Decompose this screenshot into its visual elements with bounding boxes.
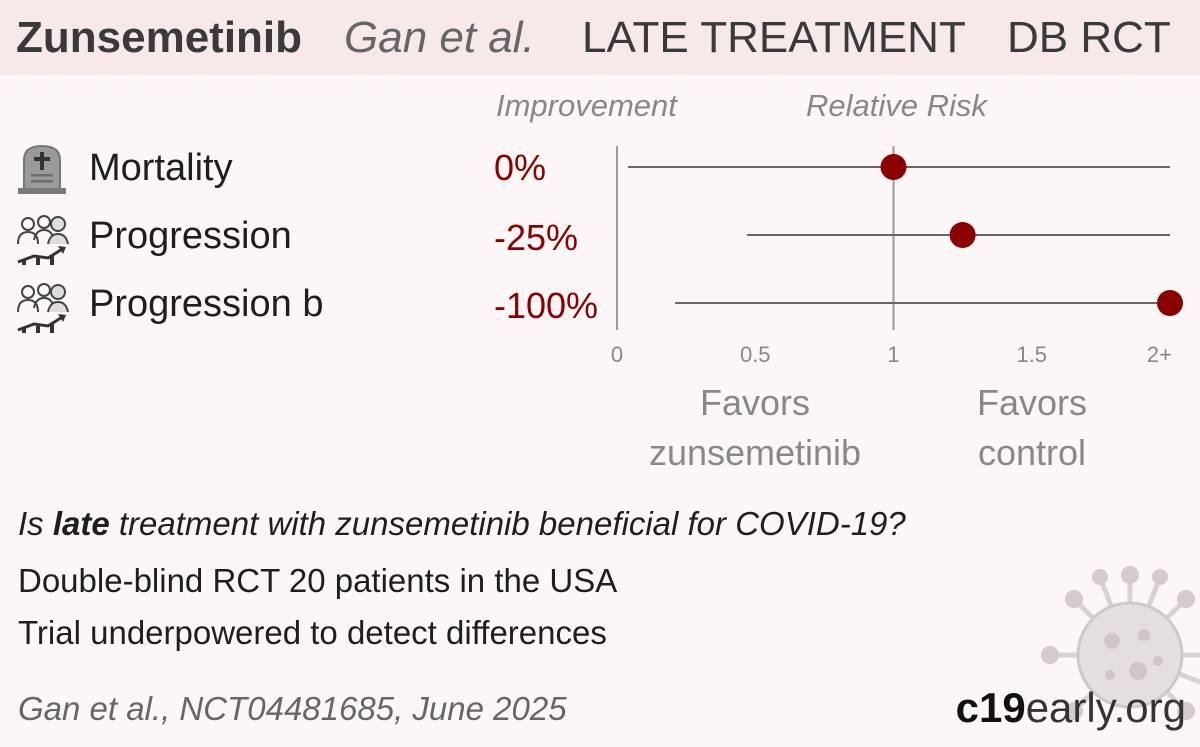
header-design: DB RCT <box>1007 13 1171 62</box>
brand-logo[interactable]: c19early.org <box>955 684 1186 731</box>
summary-question: Is late treatment with zunsemetinib bene… <box>18 505 906 542</box>
tick-label: 0.5 <box>740 342 771 367</box>
favors-control-label: Favors control <box>976 382 1088 473</box>
outcome-label-progression: Progression <box>89 215 292 257</box>
outcome-value-progression-b: -100% <box>494 285 599 326</box>
header-author: Gan et al. <box>344 13 535 62</box>
improvement-column-heading: Improvement <box>496 88 677 123</box>
summary-power: Trial underpowered to detect differences <box>18 614 607 651</box>
outcome-label-mortality: Mortality <box>89 147 233 189</box>
tick-label: 2+ <box>1147 342 1172 367</box>
outcome-label-progression-b: Progression b <box>89 283 324 325</box>
virus-icon <box>1041 566 1200 720</box>
header-drug: Zunsemetinib <box>16 13 303 62</box>
rr-point <box>949 222 976 248</box>
summary-design: Double-blind RCT 20 patients in the USA <box>18 562 618 599</box>
progression-icon <box>17 215 69 265</box>
progression-icon <box>17 283 69 333</box>
outcome-value-mortality: 0% <box>494 147 547 188</box>
favors-treatment-label: Favors zunsemetinib <box>648 382 862 473</box>
outcome-value-progression: -25% <box>494 217 579 258</box>
relative-risk-column-heading: Relative Risk <box>806 88 987 123</box>
tick-label: 1.5 <box>1016 342 1047 367</box>
rr-point <box>1157 290 1183 316</box>
tombstone-icon <box>18 144 66 194</box>
citation: Gan et al., NCT04481685, June 2025 <box>18 690 567 727</box>
header-bar: Zunsemetinib Gan et al. LATE TREATMENT D… <box>0 0 1200 75</box>
rr-point <box>880 154 907 180</box>
header-stage: LATE TREATMENT <box>582 13 966 62</box>
tick-label: 0 <box>611 342 623 367</box>
tick-label: 1 <box>887 342 899 367</box>
